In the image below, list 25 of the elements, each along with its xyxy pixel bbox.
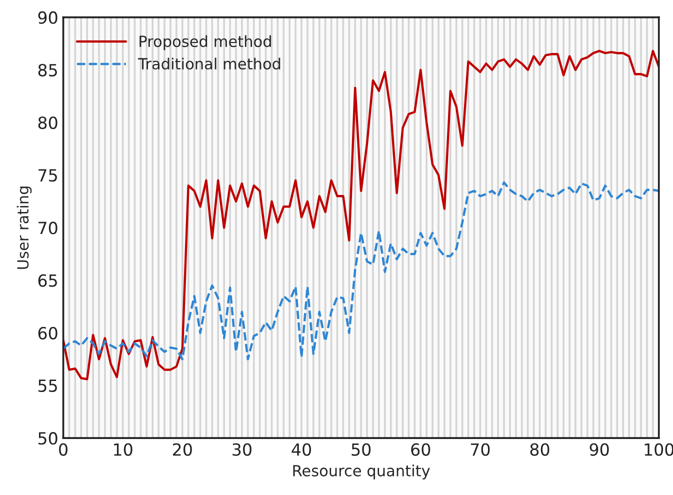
y-tick-label: 50 bbox=[38, 432, 58, 445]
x-tick-label: 20 bbox=[173, 443, 192, 456]
y-axis-title: User rating bbox=[16, 186, 32, 269]
line-series bbox=[63, 50, 659, 380]
x-tick-label: 40 bbox=[292, 443, 311, 456]
y-tick-label: 85 bbox=[38, 64, 57, 76]
legend-label: Traditional method bbox=[138, 58, 280, 70]
x-tick-label: 50 bbox=[352, 443, 371, 456]
x-tick-label: 80 bbox=[530, 443, 550, 456]
x-axis-title: Resource quantity bbox=[293, 464, 430, 480]
x-tick-label: 30 bbox=[232, 443, 252, 456]
legend-label: Proposed method bbox=[140, 35, 271, 50]
x-tick-label: 10 bbox=[114, 443, 132, 456]
y-tick-label: 65 bbox=[38, 274, 57, 287]
line-series bbox=[63, 181, 659, 360]
y-tick-label: 90 bbox=[38, 11, 58, 24]
x-tick-label: 60 bbox=[411, 443, 430, 456]
x-tick-label: 0 bbox=[59, 443, 68, 456]
y-tick-label: 75 bbox=[38, 169, 57, 182]
y-tick-label: 70 bbox=[38, 222, 58, 234]
x-tick-label: 70 bbox=[470, 443, 490, 456]
x-tick-label: 90 bbox=[590, 443, 609, 456]
y-tick-label: 80 bbox=[38, 116, 58, 130]
y-tick-label: 60 bbox=[38, 326, 58, 340]
y-tick-label: 55 bbox=[38, 380, 57, 392]
